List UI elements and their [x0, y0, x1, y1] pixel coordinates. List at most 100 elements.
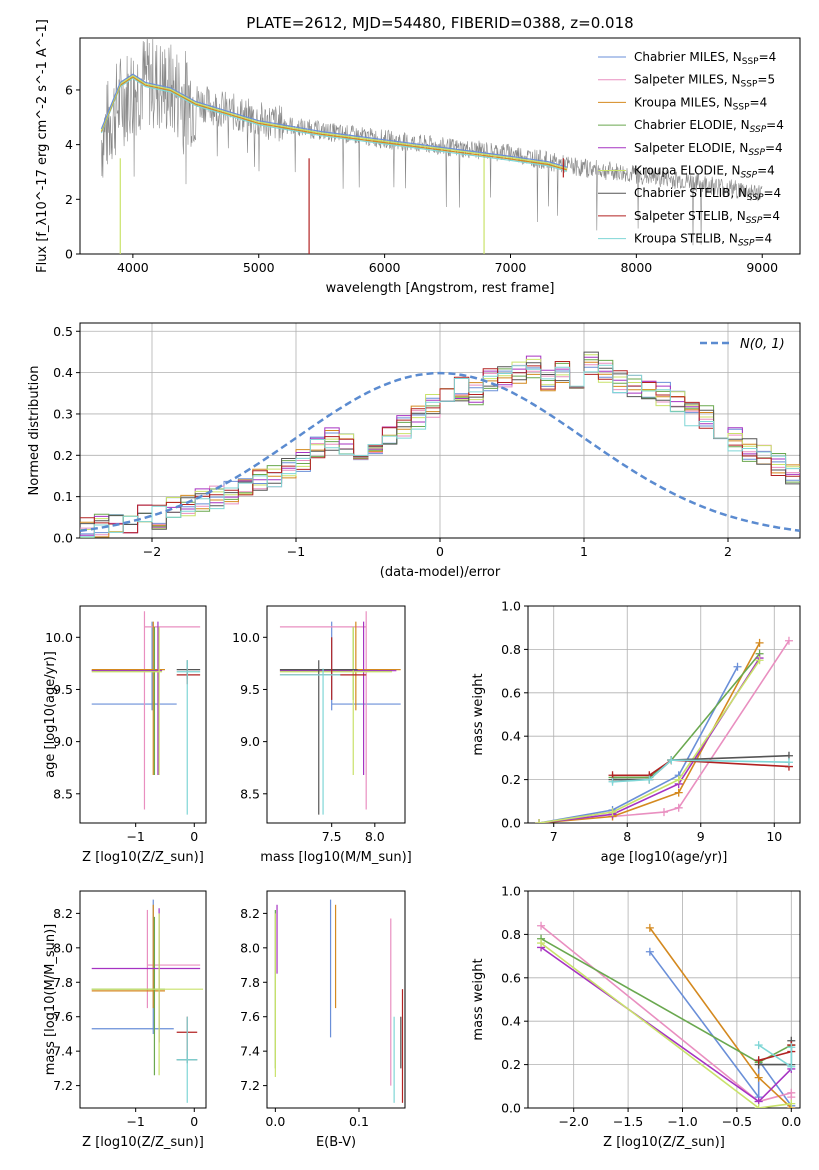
legend-sub: SSP	[746, 216, 763, 226]
mass-weight-line	[612, 640, 790, 818]
x-tick-label: −1	[126, 1114, 144, 1129]
legend-label: Chabrier ELODIE, NSSP=4	[634, 118, 784, 135]
y-tick-label: 4	[65, 137, 73, 152]
y-tick-label: 7.2	[240, 1078, 260, 1093]
legend-label: Kroupa STELIB, NSSP=4	[634, 232, 772, 249]
y-tick-label: 0.4	[501, 1014, 521, 1029]
point-marker	[754, 1056, 763, 1065]
x-tick-label: 4000	[117, 260, 149, 275]
y-tick-label: 8.5	[240, 786, 260, 801]
age_vs_Z-chart: −1 0 8.5 9.0 9.5 10.0 Z [log10(Z/Z_sun)] age [l…	[43, 605, 207, 865]
legend-rest: =4	[765, 141, 783, 155]
y-tick-label: 2	[65, 192, 73, 207]
axes-frame	[527, 890, 801, 1109]
mass-weight-line	[612, 759, 790, 783]
point-marker	[537, 939, 546, 948]
mass_vs_Z-chart: −1 0 7.2 7.4 7.6 7.8 8.0 8.2 Z [log10(Z/Z_sun)] m…	[43, 890, 207, 1150]
y-axis-label: Normed distribution	[27, 366, 42, 496]
mass-weight-line	[538, 666, 739, 823]
legend-label: Kroupa MILES, NSSP=4	[634, 95, 767, 112]
mass-weight-line	[540, 946, 792, 1103]
x-tick-label: 0.1	[349, 1114, 369, 1129]
point-marker	[537, 921, 546, 930]
histogram-series	[80, 364, 800, 538]
y-tick-label: 7.8	[240, 975, 260, 990]
point-marker	[660, 808, 668, 817]
x-axis-label: mass [log10(M/M_sun)]	[260, 850, 412, 865]
x-axis-label: Z [log10(Z/Z_sun)]	[82, 1135, 204, 1150]
axes-frame	[79, 605, 207, 824]
residuals-plot	[80, 351, 800, 538]
y-tick-label: 7.6	[240, 1009, 260, 1024]
y-tick-label: 0.2	[53, 448, 73, 463]
residuals-chart: −2 −1 0 1 2 0.0 0.1 0.2 0.3 0.4 0.5 (data-model)/er…	[27, 322, 801, 580]
legend-label: Chabrier MILES, NSSP=4	[634, 50, 776, 67]
x-tick-label: 10	[766, 829, 782, 844]
y-axis-label: mass [log10(M/M_sun)]	[43, 924, 58, 1076]
mass-weight-line	[649, 927, 792, 1108]
point-marker	[645, 775, 654, 784]
legend-sub: SSP	[741, 80, 758, 90]
y-tick-label: 8.2	[53, 906, 73, 921]
point-marker	[674, 803, 683, 812]
x-tick-label: 8000	[620, 260, 652, 275]
legend-rest: =4	[766, 118, 784, 132]
y-axis-label: age [log10(age/yr)]	[43, 651, 58, 778]
point-marker	[755, 638, 764, 647]
y-tick-label: 10.0	[232, 630, 260, 645]
mass-weight-line	[538, 642, 761, 823]
legend-sub: SSP	[733, 102, 750, 112]
x-tick-label: 8.0	[365, 829, 385, 844]
legend-sub: SSP	[742, 57, 759, 67]
legend-rest: =4	[764, 186, 782, 200]
point-marker	[535, 819, 544, 823]
x-axis-label: Z [log10(Z/Z_sun)]	[82, 850, 204, 865]
y-tick-label: 8.2	[240, 906, 260, 921]
y-tick-label: 0.6	[501, 970, 521, 985]
legend-rest: =4	[750, 95, 768, 109]
legend-label: Kroupa ELODIE, NSSP=4	[634, 164, 775, 181]
x-tick-label: 0	[436, 544, 444, 559]
y-tick-label: 0.4	[53, 365, 73, 380]
x-tick-label: 1	[580, 544, 588, 559]
legend-rest: =4	[757, 164, 775, 178]
legend-label: Salpeter MILES, NSSP=5	[634, 73, 775, 90]
y-tick-label: 8.5	[53, 786, 73, 801]
point-marker	[674, 775, 683, 784]
y-tick-label: 9.5	[53, 682, 73, 697]
age_vs_mass-chart: 7.5 8.0 8.5 9.0 9.5 10.0 mass [log10(M/M_sun)]	[232, 605, 412, 865]
axes-frame	[266, 605, 406, 824]
axes-frame	[79, 322, 801, 539]
mass-weight-line	[538, 659, 761, 823]
mass-weight-line	[538, 657, 761, 823]
y-axis-label: mass weight	[471, 673, 486, 755]
x-tick-label: −1.5	[613, 1114, 643, 1129]
y-tick-label: 0.1	[53, 489, 73, 504]
legend-rest: =4	[759, 50, 777, 64]
x-tick-label: −1	[287, 544, 305, 559]
x-tick-label: 0	[190, 829, 198, 844]
x-tick-label: 6000	[369, 260, 401, 275]
legend-label: Chabrier STELIB, NSSP=4	[634, 186, 781, 203]
x-tick-label: 7.5	[322, 829, 342, 844]
legend-label: Salpeter STELIB, NSSP=4	[634, 209, 780, 226]
y-tick-label: 0.3	[53, 406, 73, 421]
x-tick-label: 0.0	[265, 1114, 285, 1129]
spectrum-legend: Chabrier MILES, NSSP=4 Salpeter MILES, NS…	[598, 50, 784, 249]
axes-frame	[266, 890, 406, 1109]
spectrum-chart: 4000 5000 6000 7000 8000 9000 0 2 4 6 wavelength […	[35, 14, 801, 296]
y-tick-label: 0.4	[501, 729, 521, 744]
mass-weight-line	[612, 653, 761, 779]
legend-rest: =4	[762, 209, 780, 223]
x-tick-label: −2	[143, 544, 161, 559]
y-tick-label: 0.0	[501, 1101, 521, 1116]
x-axis-label: Z [log10(Z/Z_sun)]	[603, 1135, 725, 1150]
legend-sub: SSP	[750, 125, 767, 135]
y-tick-label: 0.0	[53, 531, 73, 546]
mass-weight-line	[612, 759, 790, 777]
x-tick-label: −1	[126, 829, 144, 844]
x-tick-label: −0.5	[722, 1114, 752, 1129]
x-tick-label: −2.0	[559, 1114, 589, 1129]
y-tick-label: 0.6	[501, 685, 521, 700]
ebv-plot	[274, 899, 404, 1103]
